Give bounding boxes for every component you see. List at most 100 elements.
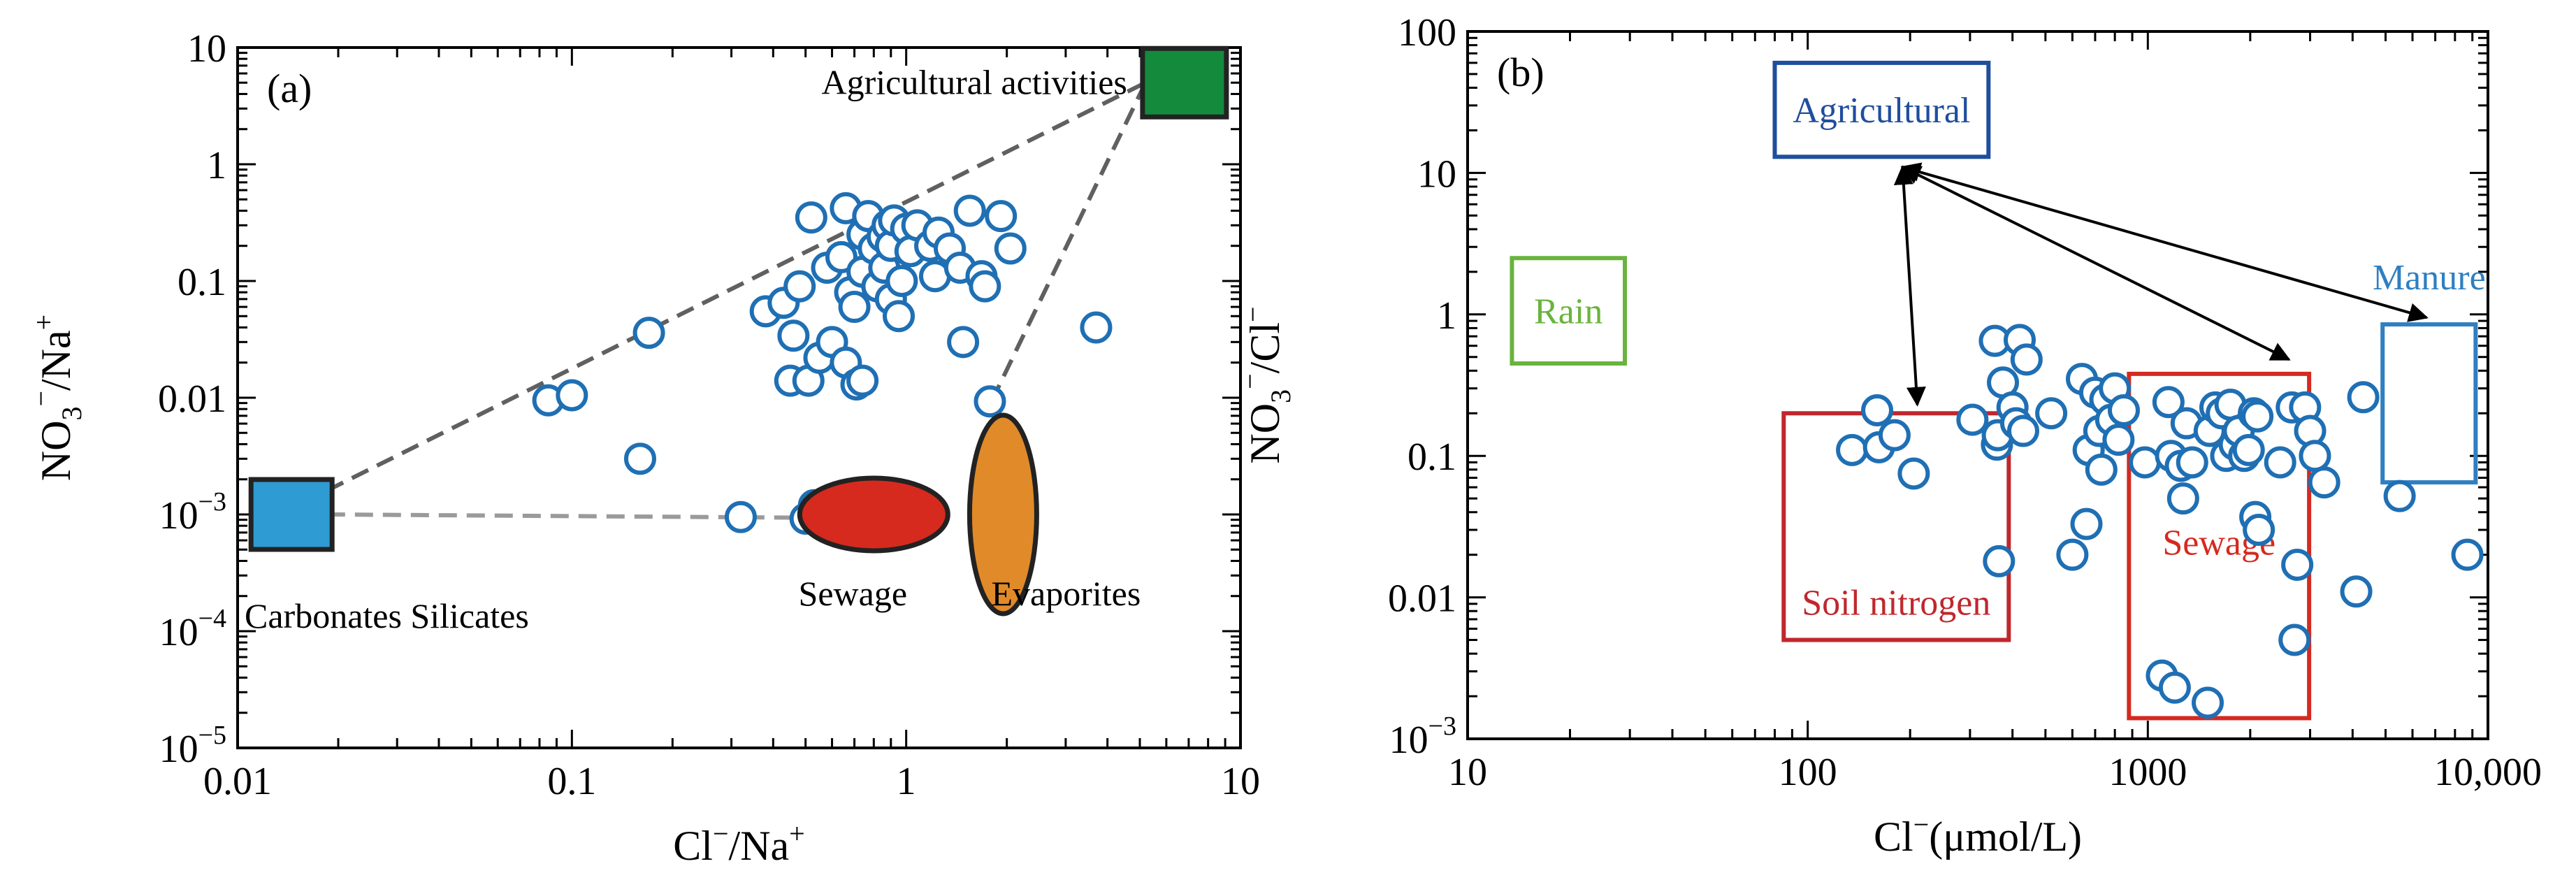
source-box-label: Agricultural	[1793, 91, 1970, 131]
data-point	[2056, 538, 2089, 571]
panel-label: (a)	[267, 66, 312, 111]
data-point	[2006, 414, 2039, 447]
data-point	[2241, 400, 2274, 433]
x-label-sup2: +	[789, 818, 805, 849]
data-point	[846, 364, 879, 397]
data-point	[1983, 545, 2016, 577]
data-point	[1897, 457, 1930, 490]
source-box	[2380, 322, 2478, 485]
data-point	[2340, 575, 2373, 608]
y-tick-label: 0.1	[1408, 435, 1456, 479]
data-point	[2102, 424, 2135, 456]
y-label-mid: /Cl	[1242, 322, 1288, 373]
data-point	[2166, 482, 2199, 515]
source-box-label: Rain	[1534, 292, 1602, 332]
x-label-sup: −	[713, 818, 729, 849]
data-point	[2232, 433, 2265, 466]
y-label-sub: 3	[1265, 389, 1296, 403]
data-point	[623, 442, 656, 475]
y-tick-label: 10−3	[159, 487, 226, 538]
data-point	[2347, 381, 2380, 414]
source-box	[1772, 60, 1991, 159]
endmember-label: Carbonates Silicates	[245, 596, 529, 635]
y-label-sup2: +	[28, 315, 59, 331]
y-tick-label: 10−5	[159, 721, 226, 771]
data-point	[2010, 343, 2043, 376]
x-tick-label: 10	[1448, 751, 1487, 794]
plot-frame	[1466, 30, 2489, 740]
y-tick-label: 10	[187, 27, 226, 71]
data-point	[1956, 403, 1989, 436]
y-tick-label: 0.1	[178, 261, 226, 304]
data-point	[883, 300, 916, 333]
mixing-line	[326, 80, 1147, 493]
data-point	[2085, 453, 2118, 486]
x-tick-label: 10,000	[2434, 751, 2542, 794]
source-box	[2127, 371, 2312, 721]
data-point	[985, 200, 1018, 233]
data-point	[2264, 446, 2296, 479]
y-tick-base: 10	[1389, 719, 1428, 762]
y-tick-label: 10	[1417, 152, 1456, 196]
y-tick-exponent: −5	[198, 721, 226, 750]
endmember-label: Agricultural activities	[822, 62, 1127, 101]
x-tick-label: 1000	[2108, 751, 2187, 794]
data-point	[2192, 686, 2224, 719]
x-axis-label: Cl−/Na+	[673, 818, 804, 869]
x-label-mid: /Na	[729, 823, 790, 869]
y-tick-label: 0.01	[158, 377, 226, 421]
data-point	[2152, 386, 2185, 419]
x-label-base: Cl	[673, 823, 713, 869]
source-box-label: Soil nitrogen	[1802, 584, 1990, 623]
y-tick-label: 10−4	[159, 604, 226, 654]
endmember-ellipse	[797, 475, 950, 554]
data-point	[783, 270, 816, 303]
data-point	[994, 232, 1027, 265]
y-tick-base: 10	[159, 611, 198, 654]
y-tick-label: 10−3	[1389, 712, 1456, 762]
x-tick-label: 10	[1221, 760, 1260, 803]
data-point	[2176, 446, 2208, 479]
y-label-mid: /Na	[33, 330, 79, 391]
endmember-box	[248, 477, 335, 552]
y-tick-exponent: −3	[1428, 712, 1456, 741]
y-label-sup: −	[25, 391, 57, 407]
y-tick-label: 1	[1437, 294, 1456, 338]
panel-b-chart: 10 100 1000 10,00010−30.010.1110100Cl−(μmol…	[1234, 11, 2542, 860]
data-point	[777, 319, 810, 352]
panel-a-chart: 0.01 0.1 1 1010−510−410−30.010.1110Cl−/Na+N…	[25, 27, 1260, 869]
data-point	[1080, 311, 1113, 344]
data-point	[795, 201, 827, 234]
data-point	[2070, 507, 2103, 540]
arrow	[1900, 162, 2429, 322]
y-tick-exponent: −3	[198, 487, 226, 517]
data-point	[1861, 394, 1894, 426]
y-axis-label: NO3−/Na+	[25, 315, 87, 481]
data-point	[632, 317, 665, 349]
data-point	[2035, 397, 2068, 430]
x-tick-label: 0.1	[547, 760, 596, 803]
data-point	[2308, 466, 2340, 499]
data-point	[2129, 446, 2162, 479]
data-point	[724, 500, 757, 533]
x-tick-label: 0.01	[203, 760, 272, 803]
x-label-mid: (μmol/L)	[1929, 814, 2082, 860]
data-point	[2451, 538, 2484, 571]
data-point	[953, 194, 986, 227]
data-point	[885, 265, 918, 297]
data-point	[2299, 440, 2331, 473]
data-point	[969, 270, 1001, 303]
mixing-line	[326, 512, 790, 520]
endmember-box	[1140, 45, 1229, 120]
x-label-base: Cl	[1874, 814, 1913, 860]
endmember-label: Evaporites	[991, 574, 1141, 613]
source-box	[1781, 411, 2011, 642]
y-label-sup: −	[1234, 373, 1266, 389]
data-point	[2243, 514, 2275, 547]
y-tick-base: 10	[159, 728, 198, 771]
data-point	[2278, 623, 2311, 656]
endmember-label: Sewage	[799, 574, 908, 613]
y-label-sup2: −	[1237, 306, 1268, 322]
y-label-sub: 3	[56, 407, 87, 421]
